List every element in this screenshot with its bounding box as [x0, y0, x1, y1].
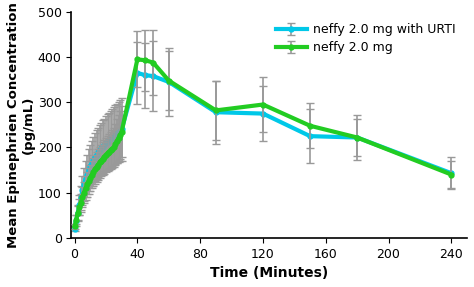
Legend: neffy 2.0 mg with URTI, neffy 2.0 mg: neffy 2.0 mg with URTI, neffy 2.0 mg — [271, 18, 461, 59]
Y-axis label: Mean Epinephrien Concentration
(pg/mL): Mean Epinephrien Concentration (pg/mL) — [7, 2, 35, 248]
X-axis label: Time (Minutes): Time (Minutes) — [210, 266, 328, 280]
